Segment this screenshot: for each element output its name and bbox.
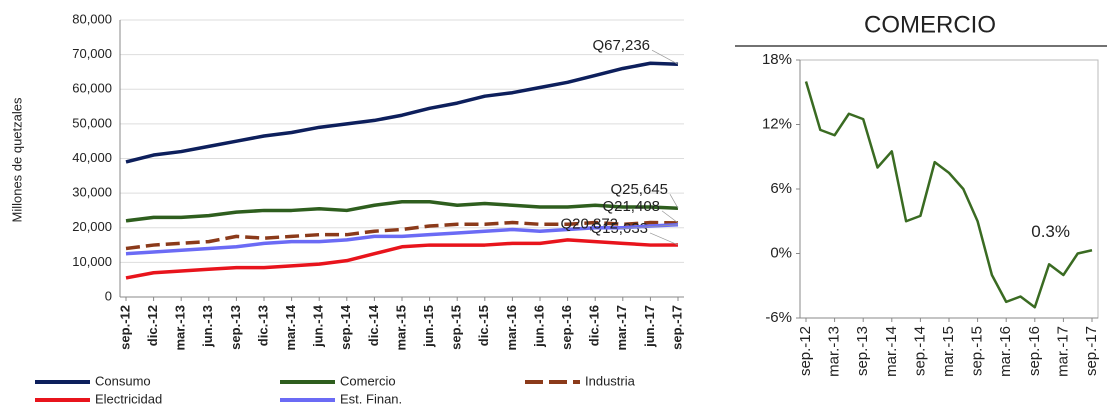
y-tick-label: 20,000: [72, 219, 112, 234]
x-tick-label: mar.-13: [173, 305, 188, 351]
end-label: Q20,872: [560, 216, 618, 233]
x-tick-label: mar.-15: [940, 326, 957, 377]
leader-line: [651, 49, 679, 65]
end-label: Q21,408: [602, 198, 660, 215]
chart-title: COMERCIO: [864, 11, 996, 38]
y-axis-label: Millones de quetzales: [9, 97, 24, 223]
x-tick-label: jun.-16: [531, 305, 546, 348]
legend-label: Industria: [585, 373, 636, 388]
x-tick-label: mar.-15: [393, 305, 408, 351]
legend-label: Electricidad: [95, 391, 162, 406]
y-tick-label: 18%: [762, 51, 792, 68]
x-tick-label: mar.-14: [883, 326, 900, 377]
legend-label: Comercio: [340, 373, 396, 388]
plot-frame: [799, 59, 1099, 319]
y-tick-label: 10,000: [72, 254, 112, 269]
y-tick-label: 40,000: [72, 150, 112, 165]
y-tick-label: -6%: [765, 309, 792, 326]
y-tick-label: 70,000: [72, 46, 112, 61]
x-tick-label: mar.-17: [1054, 326, 1071, 377]
x-tick-label: dic.-14: [366, 304, 381, 346]
leader-line: [649, 232, 679, 246]
end-label: 0.3%: [1031, 222, 1070, 241]
x-tick-label: mar.-16: [504, 305, 519, 351]
x-tick-label: sep.-13: [228, 305, 243, 350]
leader-line: [619, 224, 679, 230]
series-line: [125, 200, 679, 223]
x-tick-label: sep.-12: [797, 326, 814, 376]
series-line: [125, 238, 679, 280]
x-tick-label: dic.-16: [587, 305, 602, 346]
series-line: [125, 220, 679, 251]
legend-label: Est. Finan.: [340, 391, 402, 406]
y-tick-label: 6%: [770, 180, 792, 197]
x-tick-label: jun.-15: [421, 305, 436, 348]
x-tick-label: dic.-15: [476, 305, 491, 346]
x-tick-label: mar.-16: [997, 326, 1014, 377]
y-tick-label: 60,000: [72, 81, 112, 96]
x-tick-label: dic.-12: [145, 305, 160, 346]
x-tick-label: jun.-14: [311, 304, 326, 348]
x-tick-label: mar.-14: [283, 304, 298, 350]
x-tick-label: dic.-13: [255, 305, 270, 346]
leader-line: [669, 194, 679, 209]
y-tick-label: 80,000: [72, 11, 112, 26]
y-tick-label: 30,000: [72, 185, 112, 200]
x-tick-label: sep.-15: [449, 305, 464, 350]
series-line: [125, 61, 679, 164]
end-label: Q25,645: [610, 181, 668, 198]
x-tick-label: mar.-17: [614, 305, 629, 351]
y-tick-label: 0%: [770, 244, 792, 261]
end-label: Q67,236: [592, 37, 650, 54]
x-tick-label: sep.-12: [117, 305, 132, 350]
y-tick-label: 12%: [762, 115, 792, 132]
series-line: [804, 81, 1093, 309]
x-tick-label: sep.-15: [969, 326, 986, 376]
x-tick-label: jun.-17: [642, 305, 657, 348]
series-line: [125, 222, 679, 256]
x-tick-label: sep.-17: [669, 305, 684, 350]
x-tick-label: sep.-14: [911, 326, 928, 376]
x-tick-label: sep.-13: [854, 326, 871, 376]
leader-line: [661, 210, 679, 224]
legend-label: Consumo: [95, 373, 151, 388]
x-tick-label: jun.-13: [200, 305, 215, 348]
x-tick-label: sep.-17: [1083, 326, 1100, 376]
x-tick-label: mar.-13: [826, 326, 843, 377]
x-tick-label: sep.-16: [1026, 326, 1043, 376]
x-tick-label: sep.-16: [559, 305, 574, 350]
x-tick-label: sep.-14: [338, 304, 353, 350]
y-tick-label: 50,000: [72, 115, 112, 130]
y-tick-label: 0: [105, 288, 112, 303]
